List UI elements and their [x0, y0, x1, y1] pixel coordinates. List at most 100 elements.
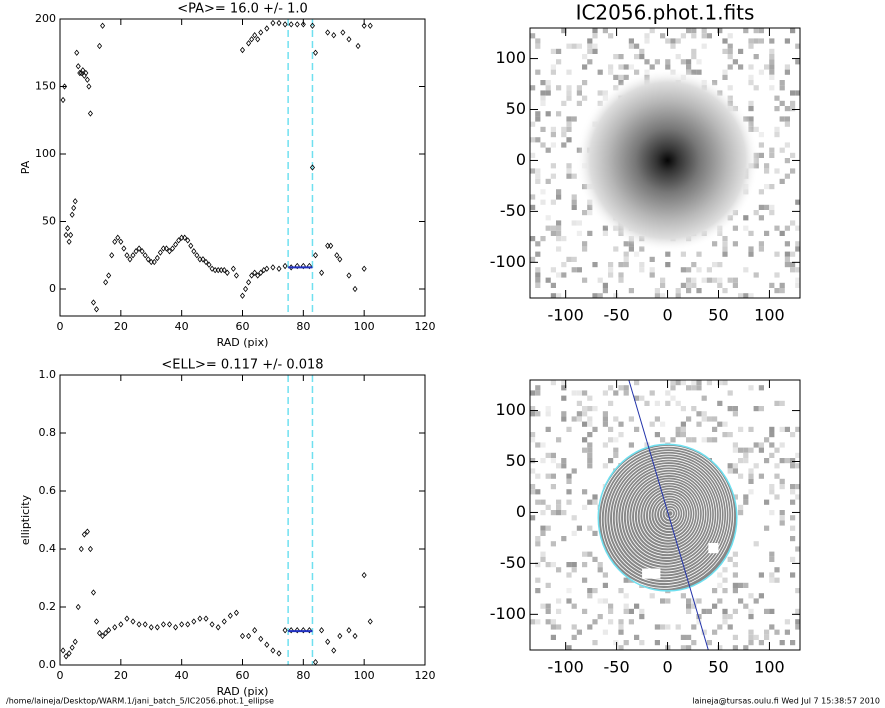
noise-pixel: [680, 267, 686, 273]
y-tick-label: 100: [495, 48, 526, 67]
noise-pixel: [535, 385, 541, 391]
noise-pixel: [701, 608, 707, 614]
noise-pixel: [790, 458, 796, 464]
noise-pixel: [795, 624, 800, 630]
data-point: [115, 234, 121, 241]
noise-pixel: [758, 215, 764, 221]
noise-pixel: [686, 59, 692, 65]
noise-pixel: [790, 572, 796, 578]
noise-pixel: [556, 220, 562, 226]
noise-pixel: [556, 111, 562, 117]
noise-pixel: [727, 277, 733, 283]
noise-pixel: [634, 603, 640, 609]
noise-pixel: [639, 608, 645, 614]
noise-pixel: [680, 33, 686, 39]
data-point: [151, 258, 157, 266]
noise-pixel: [576, 43, 582, 49]
noise-pixel: [748, 38, 754, 44]
data-point: [312, 49, 319, 56]
noise-pixel: [602, 421, 608, 427]
noise-pixel: [571, 634, 577, 640]
x-tick-label: 100: [354, 669, 375, 682]
data-point: [173, 241, 179, 248]
noise-pixel: [556, 246, 562, 252]
noise-pixel: [712, 241, 718, 247]
noise-pixel: [769, 452, 775, 458]
y-tick-label: 50: [506, 451, 526, 470]
data-point: [309, 164, 315, 171]
noise-pixel: [545, 473, 551, 479]
contour: [620, 466, 715, 566]
x-tick-label: 40: [175, 320, 189, 333]
data-point: [300, 21, 306, 28]
noise-pixel: [571, 390, 577, 396]
noise-pixel: [795, 426, 800, 432]
noise-pixel: [550, 64, 556, 70]
noise-pixel: [608, 267, 614, 273]
noise-pixel: [608, 400, 614, 406]
noise-pixel: [722, 421, 728, 427]
data-point: [75, 603, 81, 611]
noise-pixel: [722, 577, 728, 583]
noise-pixel: [732, 582, 738, 588]
data-point: [170, 245, 176, 252]
noise-pixel: [680, 380, 686, 386]
noise-pixel: [758, 442, 764, 448]
noise-pixel: [748, 447, 754, 453]
noise-pixel: [795, 484, 800, 490]
noise-pixel: [722, 251, 728, 257]
noise-pixel: [561, 385, 567, 391]
x-tick-label: 0: [662, 658, 672, 677]
data-point: [66, 238, 72, 245]
noise-pixel: [634, 380, 640, 386]
noise-pixel: [795, 267, 800, 273]
noise-pixel: [748, 100, 754, 106]
noise-pixel: [722, 246, 728, 252]
noise-pixel: [670, 38, 676, 44]
noise-pixel: [561, 458, 567, 464]
noise-pixel: [758, 189, 764, 195]
noise-pixel: [779, 515, 785, 521]
noise-pixel: [675, 288, 681, 294]
noise-pixel: [795, 463, 800, 469]
noise-pixel: [769, 577, 775, 583]
noise-pixel: [748, 473, 754, 479]
noise-pixel: [535, 282, 541, 288]
noise-pixel: [784, 225, 790, 231]
data-point: [246, 40, 252, 47]
noise-pixel: [660, 277, 666, 283]
noise-pixel: [717, 598, 723, 604]
noise-pixel: [696, 598, 702, 604]
noise-pixel: [748, 614, 754, 620]
noise-pixel: [769, 608, 775, 614]
noise-pixel: [654, 288, 660, 294]
contour: [647, 492, 691, 537]
data-point: [239, 632, 246, 640]
noise-pixel: [535, 173, 541, 179]
contour: [634, 479, 703, 552]
noise-pixel: [592, 406, 598, 412]
data-point: [224, 269, 230, 276]
noise-pixel: [550, 69, 556, 75]
noise-pixel: [571, 199, 577, 205]
data-point: [84, 76, 90, 83]
noise-pixel: [535, 38, 541, 44]
noise-pixel: [535, 473, 541, 479]
noise-pixel: [758, 246, 764, 252]
data-point: [203, 258, 209, 266]
noise-pixel: [764, 629, 770, 635]
noise-pixel: [691, 54, 697, 60]
noise-pixel: [618, 619, 624, 625]
noise-pixel: [727, 468, 733, 474]
noise-pixel: [592, 48, 598, 54]
noise-pixel: [582, 577, 588, 583]
noise-pixel: [571, 220, 577, 226]
noise-pixel: [743, 447, 749, 453]
noise-pixel: [774, 447, 780, 453]
noise-pixel: [623, 577, 629, 583]
noise-pixel: [550, 282, 556, 288]
noise-pixel: [665, 251, 671, 257]
noise-pixel: [758, 132, 764, 138]
noise-pixel: [691, 282, 697, 288]
data-point: [90, 589, 96, 596]
